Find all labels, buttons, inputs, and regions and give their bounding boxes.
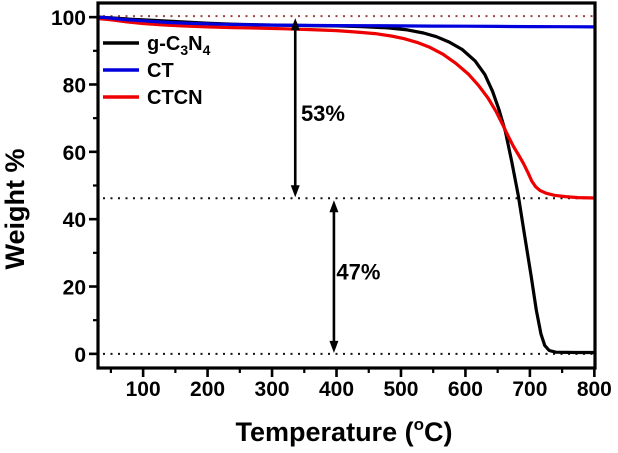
x-tick-label: 700 (512, 378, 547, 401)
x-axis-title: Temperature (oC) (236, 415, 453, 447)
y-tick-label: 20 (63, 277, 86, 300)
y-axis-title: Weight % (0, 149, 30, 270)
x-tick-label: 400 (319, 378, 354, 401)
reference-lines-group (103, 15, 593, 355)
arrowhead-down-icon (329, 340, 339, 353)
curve-ct (96, 15, 597, 29)
legend-label-g-c3n4: g-C3N4 (147, 33, 211, 58)
loss-label: 47% (336, 259, 380, 284)
legend-label-ct: CT (147, 60, 174, 82)
legend-label-ctcn: CTCN (147, 87, 203, 109)
plot-border (96, 1, 597, 370)
x-tick-label: 500 (383, 378, 418, 401)
axes-frame-group (96, 1, 597, 370)
y-tick-label: 0 (74, 344, 86, 367)
ticks-group: 100 200 300 400 500 600 700 800 0 20 40 60 80 100 (51, 7, 612, 401)
x-tick-label: 800 (577, 378, 612, 401)
arrowhead-up-icon (329, 200, 339, 213)
arrowhead-down-icon (290, 185, 300, 198)
x-tick-label: 600 (448, 378, 483, 401)
y-tick-label: 100 (51, 7, 86, 30)
y-tick-label: 40 (63, 209, 86, 232)
arrowhead-up-icon (290, 18, 300, 31)
y-tick-label: 60 (63, 142, 86, 165)
x-tick-label: 100 (126, 378, 161, 401)
annotations-group: 53% 47% (290, 18, 380, 353)
y-tick-label: 80 (63, 74, 86, 97)
x-tick-label: 200 (190, 378, 225, 401)
curve-ctcn (96, 16, 597, 200)
series-group (96, 15, 597, 355)
loss-label: 53% (301, 101, 345, 126)
x-tick-label: 300 (255, 378, 290, 401)
